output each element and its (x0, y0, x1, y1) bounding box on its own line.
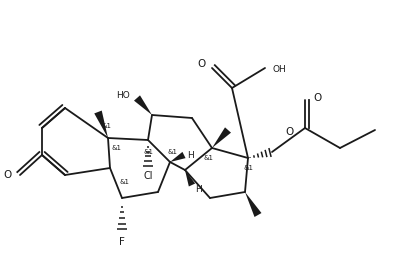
Text: &1: &1 (203, 155, 213, 161)
Text: O: O (286, 127, 294, 137)
Text: O: O (4, 170, 12, 180)
Polygon shape (245, 192, 261, 217)
Text: HO: HO (116, 90, 130, 99)
Text: H: H (196, 185, 203, 195)
Polygon shape (185, 170, 195, 186)
Polygon shape (94, 111, 108, 138)
Text: H: H (188, 150, 194, 160)
Text: OH: OH (272, 66, 286, 75)
Text: &1: &1 (243, 165, 253, 171)
Text: &1: &1 (167, 149, 177, 155)
Polygon shape (212, 127, 231, 148)
Text: &1: &1 (143, 149, 153, 155)
Text: F: F (119, 237, 125, 247)
Text: &1: &1 (111, 145, 121, 151)
Text: O: O (313, 93, 321, 103)
Polygon shape (170, 152, 186, 162)
Polygon shape (134, 95, 152, 115)
Text: &1: &1 (101, 123, 111, 129)
Text: &1: &1 (120, 179, 130, 185)
Text: O: O (198, 59, 206, 69)
Text: Cl: Cl (143, 171, 153, 181)
